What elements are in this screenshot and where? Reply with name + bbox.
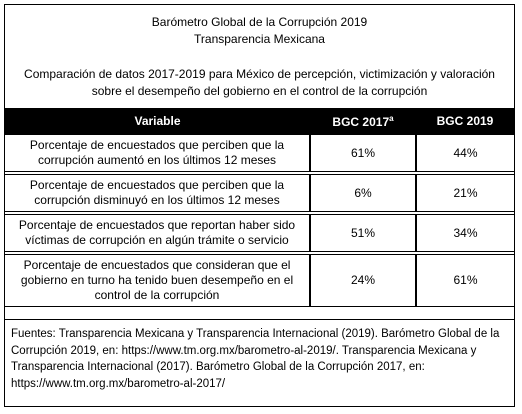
column-header-text: BGC 2017	[332, 114, 390, 129]
column-header: BGC 2017a	[310, 108, 416, 134]
column-header: Variable	[5, 108, 310, 134]
title-line: Barómetro Global de la Corrupción 2019	[151, 15, 368, 29]
table-row: Porcentaje de encuestados que perciben q…	[5, 174, 514, 212]
value-cell: 44%	[416, 134, 514, 172]
data-table: Variable BGC 2017a BGC 2019 Porcentaje de …	[5, 108, 514, 307]
table-row: Porcentaje de encuestados que reportan h…	[5, 214, 514, 252]
value-cell: 51%	[310, 214, 416, 252]
value-cell: 24%	[310, 254, 416, 307]
header-row: Variable BGC 2017a BGC 2019	[5, 108, 514, 134]
variable-cell: Porcentaje de encuestados que perciben q…	[5, 134, 310, 172]
sources: Fuentes: Transparencia Mexicana y Transp…	[5, 319, 514, 392]
value-cell: 21%	[416, 174, 514, 212]
table-row: Porcentaje de encuestados que consideran…	[5, 254, 514, 307]
document-frame: Barómetro Global de la Corrupción 2019 T…	[4, 4, 515, 407]
variable-cell: Porcentaje de encuestados que consideran…	[5, 254, 310, 307]
column-header: BGC 2019	[416, 108, 514, 134]
value-cell: 61%	[310, 134, 416, 172]
value-cell: 6%	[310, 174, 416, 212]
variable-cell: Porcentaje de encuestados que reportan h…	[5, 214, 310, 252]
value-cell: 34%	[416, 214, 514, 252]
table-row: Porcentaje de encuestados que perciben q…	[5, 134, 514, 172]
column-header-text: Variable	[134, 114, 181, 128]
title-line: Transparencia Mexicana	[194, 32, 325, 46]
column-header-text: BGC 2019	[436, 114, 494, 128]
variable-cell: Porcentaje de encuestados que perciben q…	[5, 174, 310, 212]
description: Comparación de datos 2017-2019 para Méxi…	[24, 67, 495, 98]
value-cell: 61%	[416, 254, 514, 307]
title: Barómetro Global de la Corrupción 2019 T…	[5, 14, 514, 48]
column-note: a	[389, 113, 394, 123]
